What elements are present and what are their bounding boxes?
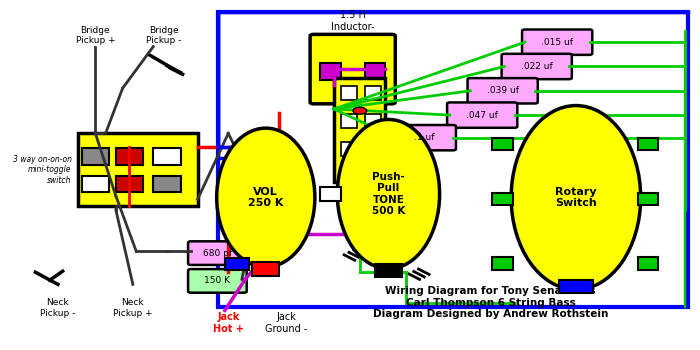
FancyBboxPatch shape [374, 264, 402, 278]
Text: Rotary
Switch: Rotary Switch [555, 187, 597, 208]
Text: Neck
Pickup +: Neck Pickup + [113, 298, 153, 318]
FancyBboxPatch shape [522, 29, 592, 55]
Text: 680 pf: 680 pf [203, 248, 232, 258]
FancyBboxPatch shape [252, 262, 279, 276]
FancyBboxPatch shape [365, 63, 385, 79]
Text: .039 uf: .039 uf [486, 86, 519, 95]
Text: Jack
Ground -: Jack Ground - [265, 312, 307, 334]
FancyBboxPatch shape [82, 176, 109, 193]
FancyBboxPatch shape [334, 78, 385, 182]
FancyBboxPatch shape [153, 176, 181, 193]
Text: Wiring Diagram for Tony Senatore's
Carl Thompson 6 String Bass
Diagram Designed : Wiring Diagram for Tony Senatore's Carl … [373, 286, 608, 319]
Text: .047 uf: .047 uf [466, 111, 498, 120]
FancyBboxPatch shape [365, 142, 381, 156]
FancyBboxPatch shape [492, 193, 512, 205]
FancyBboxPatch shape [492, 258, 512, 270]
FancyBboxPatch shape [116, 176, 143, 193]
FancyBboxPatch shape [502, 54, 572, 79]
Text: 150 K: 150 K [204, 276, 230, 285]
Ellipse shape [217, 128, 315, 267]
FancyBboxPatch shape [468, 78, 538, 104]
FancyBboxPatch shape [188, 269, 246, 293]
FancyBboxPatch shape [188, 241, 246, 265]
Ellipse shape [511, 106, 640, 289]
Text: Bridge
Pickup +: Bridge Pickup + [76, 26, 116, 45]
FancyBboxPatch shape [365, 114, 381, 128]
FancyBboxPatch shape [116, 148, 143, 164]
FancyBboxPatch shape [638, 193, 659, 205]
Text: Neck
Pickup -: Neck Pickup - [40, 298, 76, 318]
FancyBboxPatch shape [638, 258, 659, 270]
FancyBboxPatch shape [393, 125, 456, 150]
FancyBboxPatch shape [341, 142, 357, 156]
FancyBboxPatch shape [225, 258, 248, 271]
FancyBboxPatch shape [153, 148, 181, 164]
Text: .015 uf: .015 uf [541, 38, 573, 47]
Text: VOL
250 K: VOL 250 K [248, 187, 284, 208]
FancyBboxPatch shape [492, 138, 512, 150]
FancyBboxPatch shape [447, 103, 517, 128]
FancyBboxPatch shape [341, 114, 357, 128]
FancyBboxPatch shape [82, 148, 109, 164]
FancyBboxPatch shape [321, 187, 341, 201]
Text: .1 uf: .1 uf [414, 133, 435, 142]
Text: 1.5 H
Inductor-: 1.5 H Inductor- [331, 10, 374, 32]
FancyBboxPatch shape [559, 280, 593, 293]
Text: .022 uf: .022 uf [521, 62, 552, 71]
FancyBboxPatch shape [341, 86, 357, 100]
Text: Push-
Pull
TONE
500 K: Push- Pull TONE 500 K [372, 172, 405, 217]
FancyBboxPatch shape [78, 133, 197, 206]
FancyBboxPatch shape [321, 63, 341, 79]
Text: Bridge
Pickup -: Bridge Pickup - [146, 26, 181, 45]
FancyBboxPatch shape [341, 180, 360, 191]
FancyBboxPatch shape [365, 86, 381, 100]
Text: 3 way on-on-on
mini-toggle
switch: 3 way on-on-on mini-toggle switch [13, 155, 71, 185]
Text: Jack
Hot +: Jack Hot + [213, 312, 244, 334]
FancyBboxPatch shape [638, 138, 659, 150]
Ellipse shape [337, 119, 440, 269]
FancyBboxPatch shape [310, 34, 396, 104]
Circle shape [353, 107, 367, 114]
